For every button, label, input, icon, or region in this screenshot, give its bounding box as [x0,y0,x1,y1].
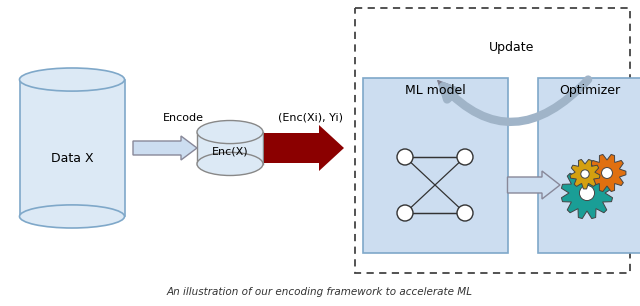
Text: Enc(X): Enc(X) [212,146,248,156]
Ellipse shape [197,121,263,144]
Text: ML model: ML model [404,84,465,97]
FancyArrow shape [264,125,344,171]
FancyArrowPatch shape [444,80,588,122]
Circle shape [397,149,413,165]
Bar [19,80,125,216]
Circle shape [579,185,595,200]
Ellipse shape [19,205,125,228]
Text: (Enc(Xi), Yi): (Enc(Xi), Yi) [278,113,342,123]
Text: Data X: Data X [51,151,93,165]
FancyArrow shape [508,171,560,199]
Text: Update: Update [490,42,534,54]
Polygon shape [570,159,600,189]
Bar [197,132,263,164]
Polygon shape [561,167,612,218]
Circle shape [457,205,473,221]
Circle shape [602,168,612,178]
Circle shape [581,170,589,178]
Bar [355,8,630,273]
Text: An illustration of our encoding framework to accelerate ML: An illustration of our encoding framewor… [167,287,473,297]
FancyArrowPatch shape [438,80,588,121]
FancyArrow shape [133,136,197,160]
Circle shape [397,205,413,221]
Bar [362,77,508,252]
Ellipse shape [19,68,125,91]
Circle shape [457,149,473,165]
Text: Encode: Encode [163,113,204,123]
Polygon shape [588,155,626,192]
Bar [538,77,640,252]
Text: Optimizer: Optimizer [559,84,621,97]
Ellipse shape [197,152,263,176]
